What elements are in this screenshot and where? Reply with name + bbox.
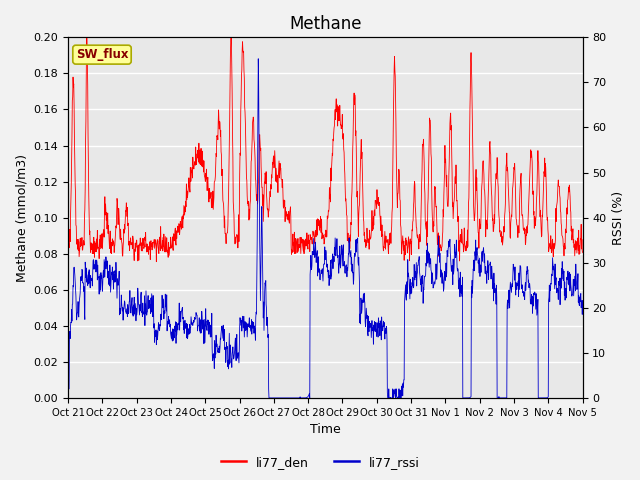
Text: SW_flux: SW_flux — [76, 48, 128, 61]
X-axis label: Time: Time — [310, 423, 340, 436]
Y-axis label: Methane (mmol/m3): Methane (mmol/m3) — [15, 154, 28, 282]
Title: Methane: Methane — [289, 15, 362, 33]
Legend: li77_den, li77_rssi: li77_den, li77_rssi — [216, 451, 424, 474]
Y-axis label: RSSI (%): RSSI (%) — [612, 191, 625, 245]
